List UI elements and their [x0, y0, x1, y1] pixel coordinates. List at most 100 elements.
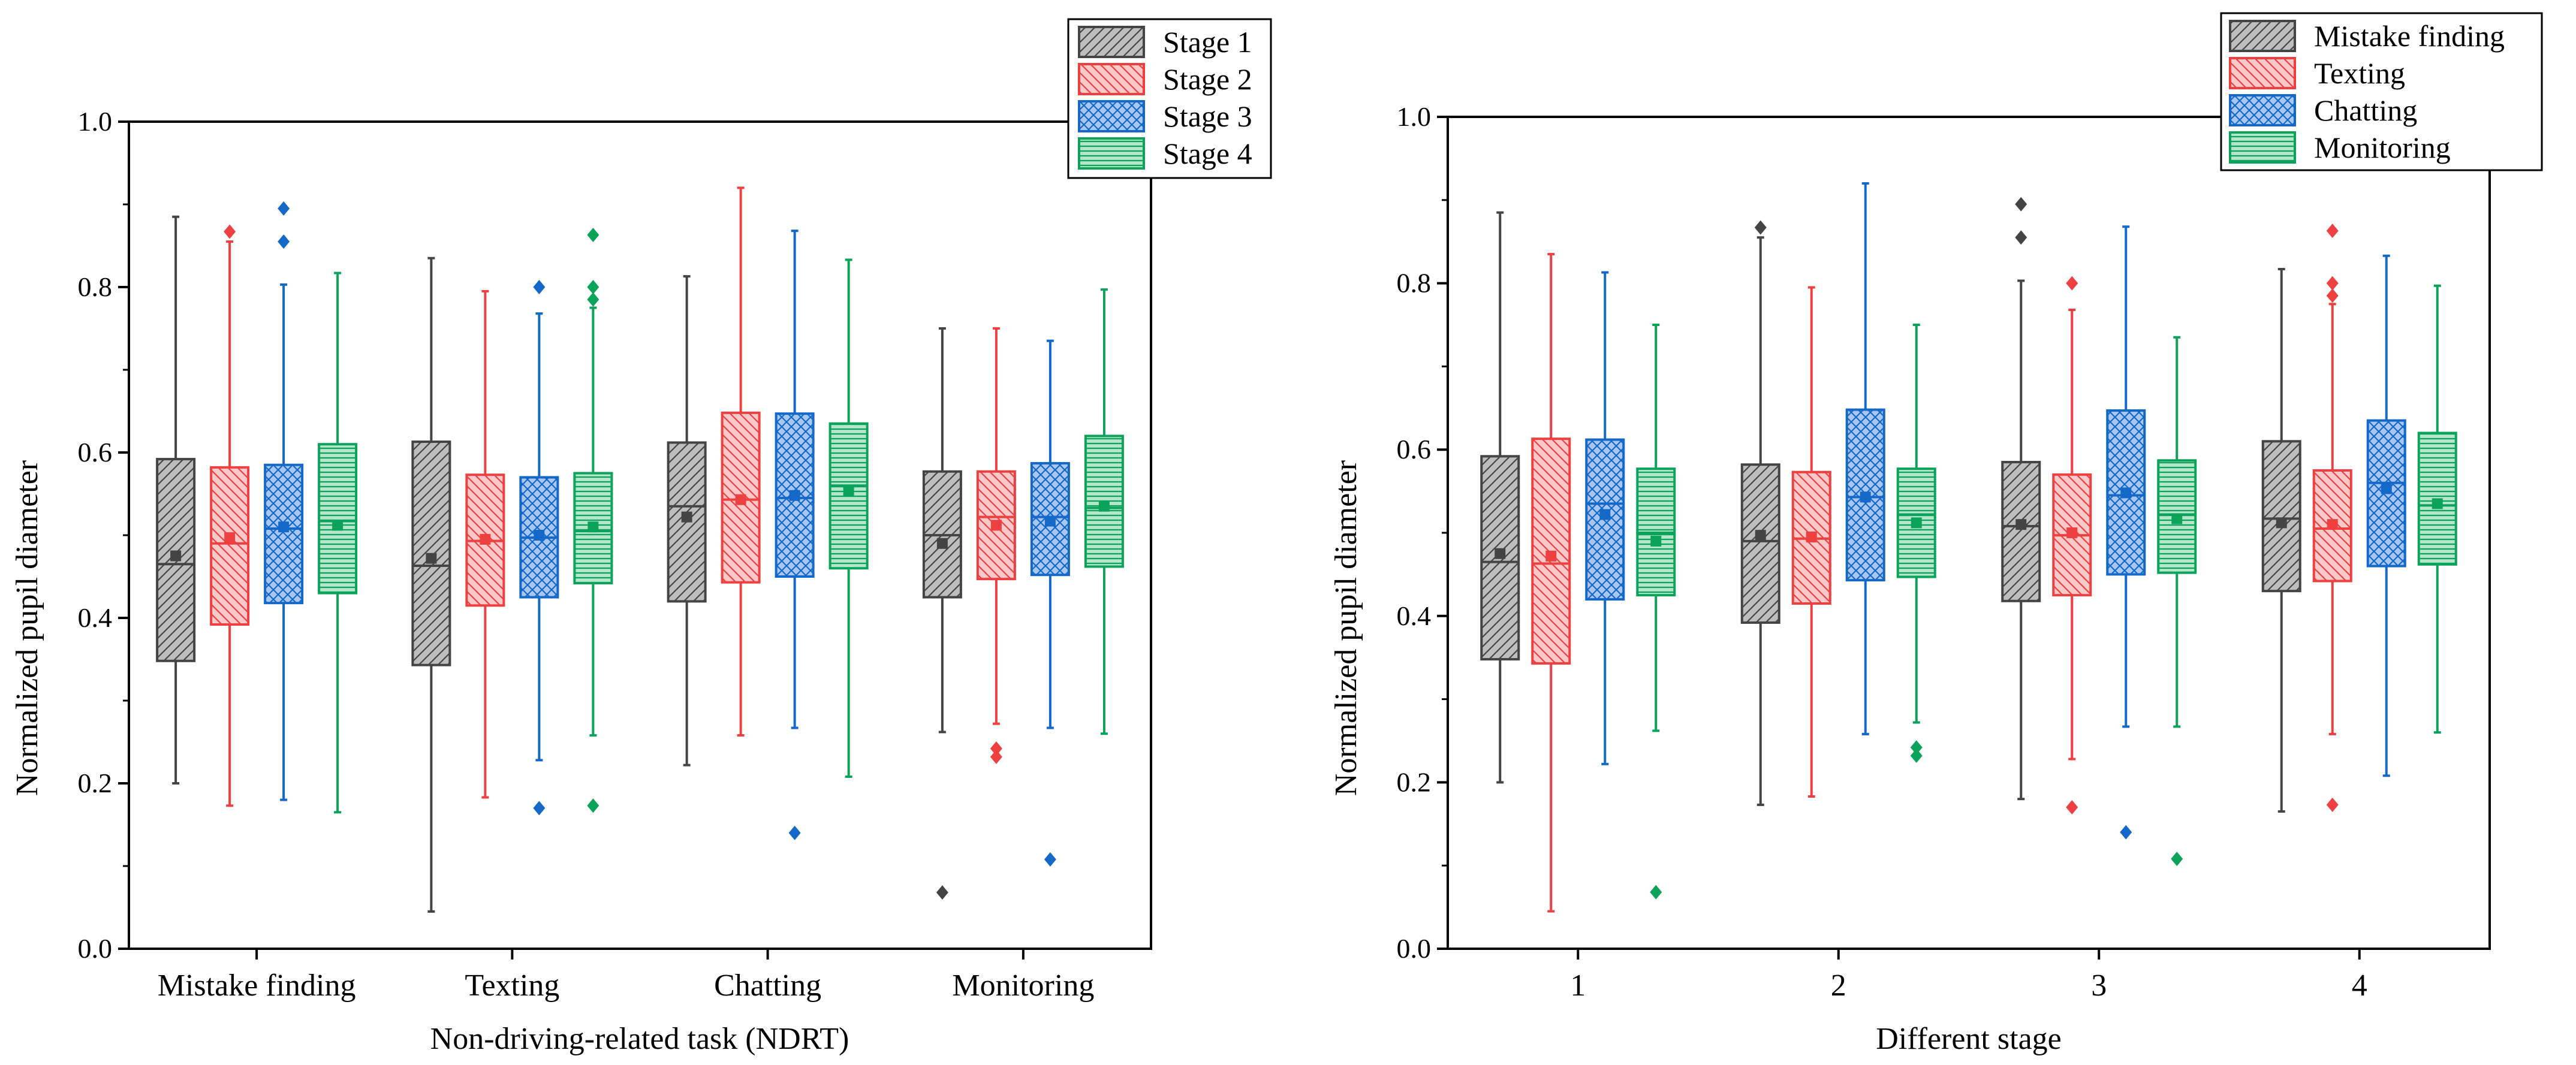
y-tick-label: 0.8 — [78, 271, 113, 302]
x-tick-label: 4 — [2352, 969, 2367, 1003]
x-axis-label-left: Non-driving-related task (NDRT) — [430, 1022, 849, 1056]
outlier-point — [788, 825, 801, 840]
box-1-1 — [465, 289, 505, 799]
mean-marker — [1599, 509, 1611, 520]
outlier-point — [278, 201, 290, 216]
y-axis-label-left: Normalized pupil diameter — [10, 460, 44, 796]
outlier-point — [1650, 885, 1662, 900]
boxes-right — [1480, 182, 2457, 913]
box-3-0 — [1636, 324, 1676, 900]
mean-marker — [1755, 530, 1766, 541]
outlier-point — [2326, 797, 2339, 812]
y-tick-label: 0.4 — [1397, 601, 1432, 631]
x-axis-right: 1 2 3 4 — [1570, 949, 2367, 1003]
y-tick-label: 0.2 — [78, 768, 113, 798]
mean-marker — [332, 520, 344, 531]
mean-marker — [2066, 527, 2078, 538]
box-iqr — [264, 463, 304, 605]
y-axis-right: 0.0 0.2 0.4 0.6 0.8 1.0 — [1397, 101, 1448, 964]
box-1-3 — [2312, 224, 2352, 812]
legend-label: Texting — [2314, 56, 2405, 90]
outlier-point — [2326, 224, 2339, 239]
mean-marker — [426, 553, 437, 564]
legend-swatch — [1078, 63, 1145, 95]
x-tick-label: Mistake finding — [158, 969, 356, 1003]
mean-marker — [681, 511, 692, 523]
y-tick-label: 0.4 — [78, 602, 113, 633]
box-iqr — [2261, 440, 2301, 593]
outlier-point — [990, 749, 1002, 764]
legend-swatch — [1078, 100, 1145, 132]
outlier-point — [2171, 852, 2183, 867]
mean-marker — [2327, 519, 2338, 530]
mean-marker — [1806, 531, 1817, 542]
x-tick-label: Monitoring — [952, 969, 1094, 1003]
outlier-point — [1910, 748, 1923, 763]
mean-marker — [1495, 548, 1506, 559]
x-tick-label: 2 — [1831, 969, 1846, 1003]
mean-marker — [534, 530, 545, 541]
mean-marker — [2432, 498, 2443, 509]
legend-swatch — [2229, 131, 2296, 164]
mean-marker — [224, 532, 236, 544]
outlier-point — [2326, 276, 2339, 291]
outlier-point — [2120, 825, 2132, 840]
box-3-3 — [1084, 288, 1124, 735]
mean-marker — [789, 490, 800, 501]
outlier-point — [278, 234, 290, 249]
mean-marker — [1911, 517, 1922, 529]
box-0-2 — [2001, 197, 2041, 801]
box-1-0 — [1531, 253, 1571, 913]
outlier-point — [1910, 740, 1923, 755]
y-axis-left: 0.0 0.2 0.4 0.6 0.8 1.0 — [78, 106, 129, 964]
outlier-point — [2326, 288, 2339, 303]
legend-label: Monitoring — [2314, 131, 2451, 164]
mean-marker — [2015, 519, 2027, 530]
box-1-3 — [976, 327, 1016, 764]
box-2-3 — [1030, 339, 1070, 867]
mean-marker — [735, 494, 746, 505]
chart-ndrt: 0.0 0.2 0.4 0.6 0.8 1.0 Mistake finding Textin… — [10, 18, 1272, 1056]
box-1-2 — [721, 186, 761, 737]
box-1-1 — [1791, 286, 1831, 798]
legend-swatch — [2229, 94, 2296, 126]
y-tick-label: 1.0 — [78, 106, 113, 137]
legend-swatch — [1078, 26, 1145, 58]
box-3-1 — [573, 228, 613, 813]
y-tick-label: 0.6 — [1397, 434, 1432, 464]
box-2-1 — [519, 280, 559, 816]
box-0-3 — [2261, 268, 2301, 813]
box-0-2 — [667, 275, 707, 767]
outlier-point — [533, 801, 546, 816]
outlier-point — [2015, 197, 2027, 212]
outlier-point — [936, 885, 948, 900]
outlier-point — [587, 228, 599, 243]
mean-marker — [1545, 550, 1557, 562]
x-tick-label: Texting — [465, 969, 559, 1003]
outlier-point — [2066, 276, 2078, 291]
mean-marker — [1044, 515, 1056, 527]
mean-marker — [2276, 517, 2287, 529]
x-axis-label-right: Different stage — [1876, 1022, 2061, 1056]
box-2-2 — [775, 230, 815, 840]
box-3-2 — [828, 258, 869, 778]
box-3-1 — [1896, 324, 1936, 763]
y-tick-label: 0.0 — [78, 933, 113, 964]
box-0-1 — [411, 257, 451, 913]
mean-marker — [480, 533, 491, 545]
mean-marker — [843, 485, 854, 497]
mean-marker — [990, 520, 1002, 531]
mean-marker — [587, 521, 599, 533]
box-2-3 — [2366, 254, 2406, 777]
chart-stage: 0.0 0.2 0.4 0.6 0.8 1.0 1 2 3 4 Normalized pupil… — [1329, 12, 2543, 1056]
legend-label: Stage 1 — [1163, 25, 1252, 59]
outlier-point — [587, 798, 599, 813]
outlier-point — [1044, 852, 1056, 867]
y-tick-label: 1.0 — [1397, 101, 1432, 132]
legend-swatch — [2229, 57, 2296, 89]
x-tick-label: Chatting — [714, 969, 821, 1003]
y-tick-label: 0.8 — [1397, 268, 1432, 298]
